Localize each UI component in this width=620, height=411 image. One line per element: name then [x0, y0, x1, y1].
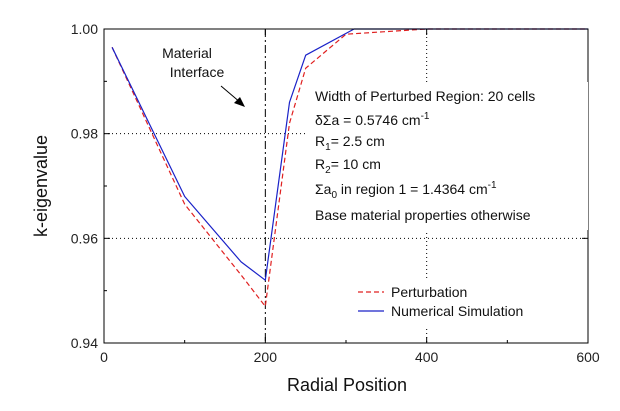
axis-ticks: 0 200 400 600 0.94 0.96 0.98 1.00	[71, 21, 600, 365]
x-tick-label-1: 200	[254, 349, 278, 365]
y-tick-label-1: 0.96	[71, 230, 98, 246]
legend: Perturbation Numerical Simulation	[350, 278, 570, 326]
x-tick-label-0: 0	[100, 349, 108, 365]
x-tick-label-3: 600	[576, 349, 600, 365]
y-tick-label-3: 1.00	[71, 21, 98, 37]
info-line-5: Σa0 in region 1 = 1.4364 cm-1	[315, 180, 497, 201]
x-axis-title: Radial Position	[287, 375, 407, 395]
annotation-arrow	[220, 85, 245, 107]
info-line-4: R2= 10 cm	[315, 156, 381, 176]
series-line-perturbation	[111, 28, 588, 307]
annotation-material: Material	[162, 45, 212, 61]
annotation-interface: Interface	[170, 64, 225, 80]
legend-label-perturbation: Perturbation	[391, 284, 467, 300]
info-line-3: R1= 2.5 cm	[315, 133, 385, 153]
info-line-6: Base material properties otherwise	[315, 207, 531, 223]
info-line-1: Width of Perturbed Region: 20 cells	[315, 88, 535, 104]
x-tick-label-2: 400	[415, 349, 439, 365]
legend-label-numerical-simulation: Numerical Simulation	[391, 303, 523, 319]
y-axis-title: k-eigenvalue	[31, 135, 51, 237]
info-annotation: Width of Perturbed Region: 20 cells δΣa …	[306, 82, 588, 230]
y-tick-label-0: 0.94	[71, 335, 98, 351]
y-tick-label-2: 0.98	[71, 126, 98, 142]
info-line-2: δΣa = 0.5746 cm-1	[315, 111, 430, 128]
